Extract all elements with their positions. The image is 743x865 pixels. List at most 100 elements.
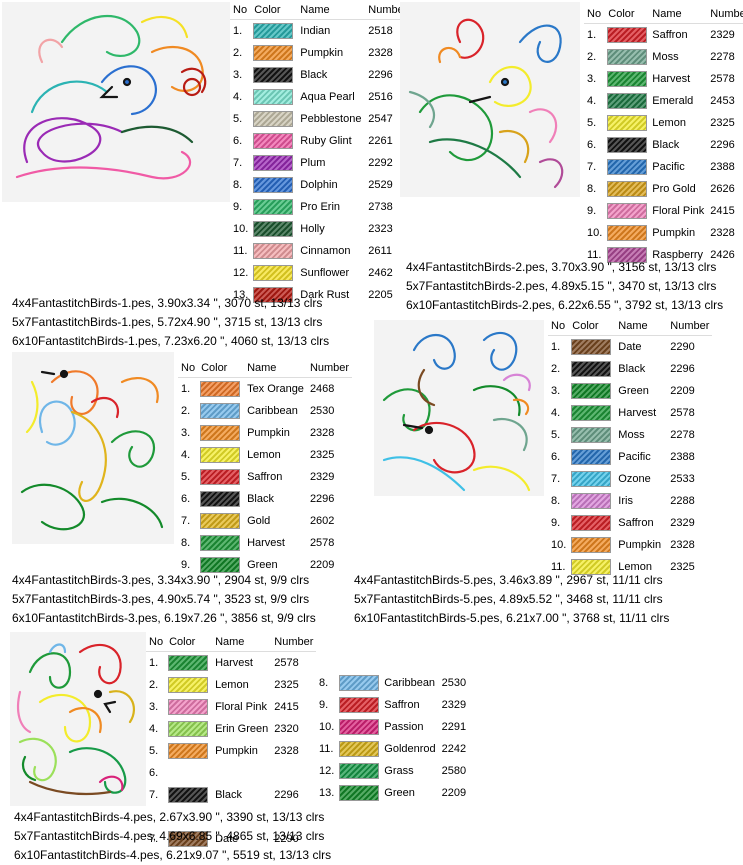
header-name: Name [297,0,366,20]
thread-number-index: 4. [181,449,191,461]
thread-number-index: 5. [233,113,243,125]
thread-number-index: 3. [181,427,191,439]
header-name: Name [615,316,668,336]
thread-row: 11. Cinnamon 2611 [230,240,410,262]
thread-color-swatch [607,137,648,153]
thread-number-index: 5. [551,429,561,441]
thread-catalog-number: 2328 [710,227,735,239]
thread-row: 5. Moss 2278 [548,424,712,446]
thread-number-index: 11. [551,561,566,573]
thread-catalog-number: 2292 [368,157,393,169]
header-no: No [584,4,606,24]
thread-number-index: 9. [233,201,243,213]
thread-catalog-number: 2209 [670,385,695,397]
header-color: Color [251,0,298,20]
thread-color-swatch [571,339,612,355]
file-info-line: 6x10FantastitchBirds-3.pes, 6.19x7.26 ",… [12,611,316,625]
thread-catalog-number: 2209 [441,787,467,799]
thread-number-index: 4. [587,95,597,107]
thread-swatch-cell [251,108,297,130]
thread-number-index: 10. [319,721,335,733]
file-info-line: 4x4FantastitchBirds-4.pes, 2.67x3.90 ", … [14,810,325,824]
thread-row: 6. Ruby Glint 2261 [230,130,410,152]
thread-catalog-number: 2325 [670,561,695,573]
thread-name: Lemon [212,674,272,696]
thread-number-index: 11. [233,245,248,257]
thread-swatch-cell [166,740,212,762]
thread-number-index: 7. [149,833,159,845]
thread-catalog-number: 2296 [710,139,735,151]
thread-row: 7. Ozone 2533 [548,468,712,490]
thread-swatch-cell [605,200,649,222]
thread-color-swatch [339,763,380,779]
thread-name: Black [212,784,272,806]
header-color: Color [166,632,213,652]
thread-catalog-number: 2462 [368,267,393,279]
thread-color-swatch [168,699,209,715]
thread-swatch-cell [605,24,649,47]
thread-row: 7. Black 2296 [146,784,316,806]
thread-row: 9. Green 2209 [178,554,352,576]
thread-swatch-cell [251,218,297,240]
thread-catalog-number: 2388 [670,451,695,463]
thread-catalog-number: 2278 [670,429,695,441]
thread-catalog-number: 2547 [368,113,393,125]
thread-color-swatch [607,159,648,175]
thread-name: Dark Rust [297,284,366,306]
thread-number-index: 7. [181,515,191,527]
thread-number-index: 1. [233,25,243,37]
file-info-birds-1: 4x4FantastitchBirds-1.pes, 3.90x3.34 ", … [12,294,329,351]
thread-name: Caribbean [244,400,307,422]
thread-color-swatch [253,265,294,281]
header-name: Name [649,4,708,24]
thread-row: 11. Raspberry 2426 [584,244,743,266]
thread-swatch-cell [166,674,212,696]
thread-swatch-cell [166,828,212,850]
thread-row: 6. Pacific 2388 [548,446,712,468]
thread-color-table-birds-1: No Color Name Number 1. Indian 2518 2. Pumpk… [230,0,411,306]
thread-number-index: 10. [587,227,603,239]
thread-row: 2. Lemon 2325 [146,674,316,696]
thread-catalog-number: 2328 [274,745,299,757]
thread-color-swatch [253,199,294,215]
thread-swatch-cell [605,112,649,134]
thread-row: 8. Pro Gold 2626 [584,178,743,200]
thread-number-index: 5. [149,745,159,757]
thread-name [212,806,272,828]
thread-row: 1. Harvest 2578 [146,651,316,674]
thread-name: Saffron [649,23,708,46]
thread-color-table-birds-3: No Color Name Number 1. Tex Orange 2468 2. C… [178,358,353,576]
thread-color-swatch [339,697,380,713]
thread-name: Black [615,358,668,380]
thread-name: Pro Gold [649,178,708,200]
thread-name: Date [212,828,272,850]
thread-catalog-number: 2529 [368,179,393,191]
thread-color-swatch [200,403,241,419]
thread-name: Pumpkin [615,534,668,556]
thread-swatch-cell [569,402,615,424]
thread-color-table-birds-4-b: 8. Caribbean 2530 9. Saffron 2329 10. Passion 22… [316,672,470,804]
thread-name: Emerald [649,90,708,112]
header-no: No [146,632,167,652]
thread-number-index: 3. [587,73,597,85]
thread-color-swatch [571,493,612,509]
thread-number-index: 10. [551,539,567,551]
thread-swatch-cell [251,284,297,306]
thread-color-swatch [339,785,380,801]
thread-catalog-number: 2578 [309,537,335,549]
thread-row: 11. Goldenrod 2242 [316,738,469,760]
thread-row: 13. Dark Rust 2205 [230,284,410,306]
thread-color-table-birds-5: No Color Name Number 1. Date 2290 2. Black 22… [548,316,713,578]
thread-row: 5. Pebblestone 2547 [230,108,410,130]
thread-row: 3. Green 2209 [548,380,712,402]
thread-name: Erin Green [212,718,272,740]
thread-color-swatch [253,111,294,127]
thread-swatch-cell [337,782,381,804]
thread-swatch-cell [605,46,649,68]
thread-color-swatch [253,221,294,237]
thread-row: 4. Erin Green 2320 [146,718,316,740]
file-info-line: 6x10FantastitchBirds-2.pes, 6.22x6.55 ",… [406,298,724,312]
thread-name: Tex Orange [244,377,307,400]
thread-swatch-cell [569,446,615,468]
